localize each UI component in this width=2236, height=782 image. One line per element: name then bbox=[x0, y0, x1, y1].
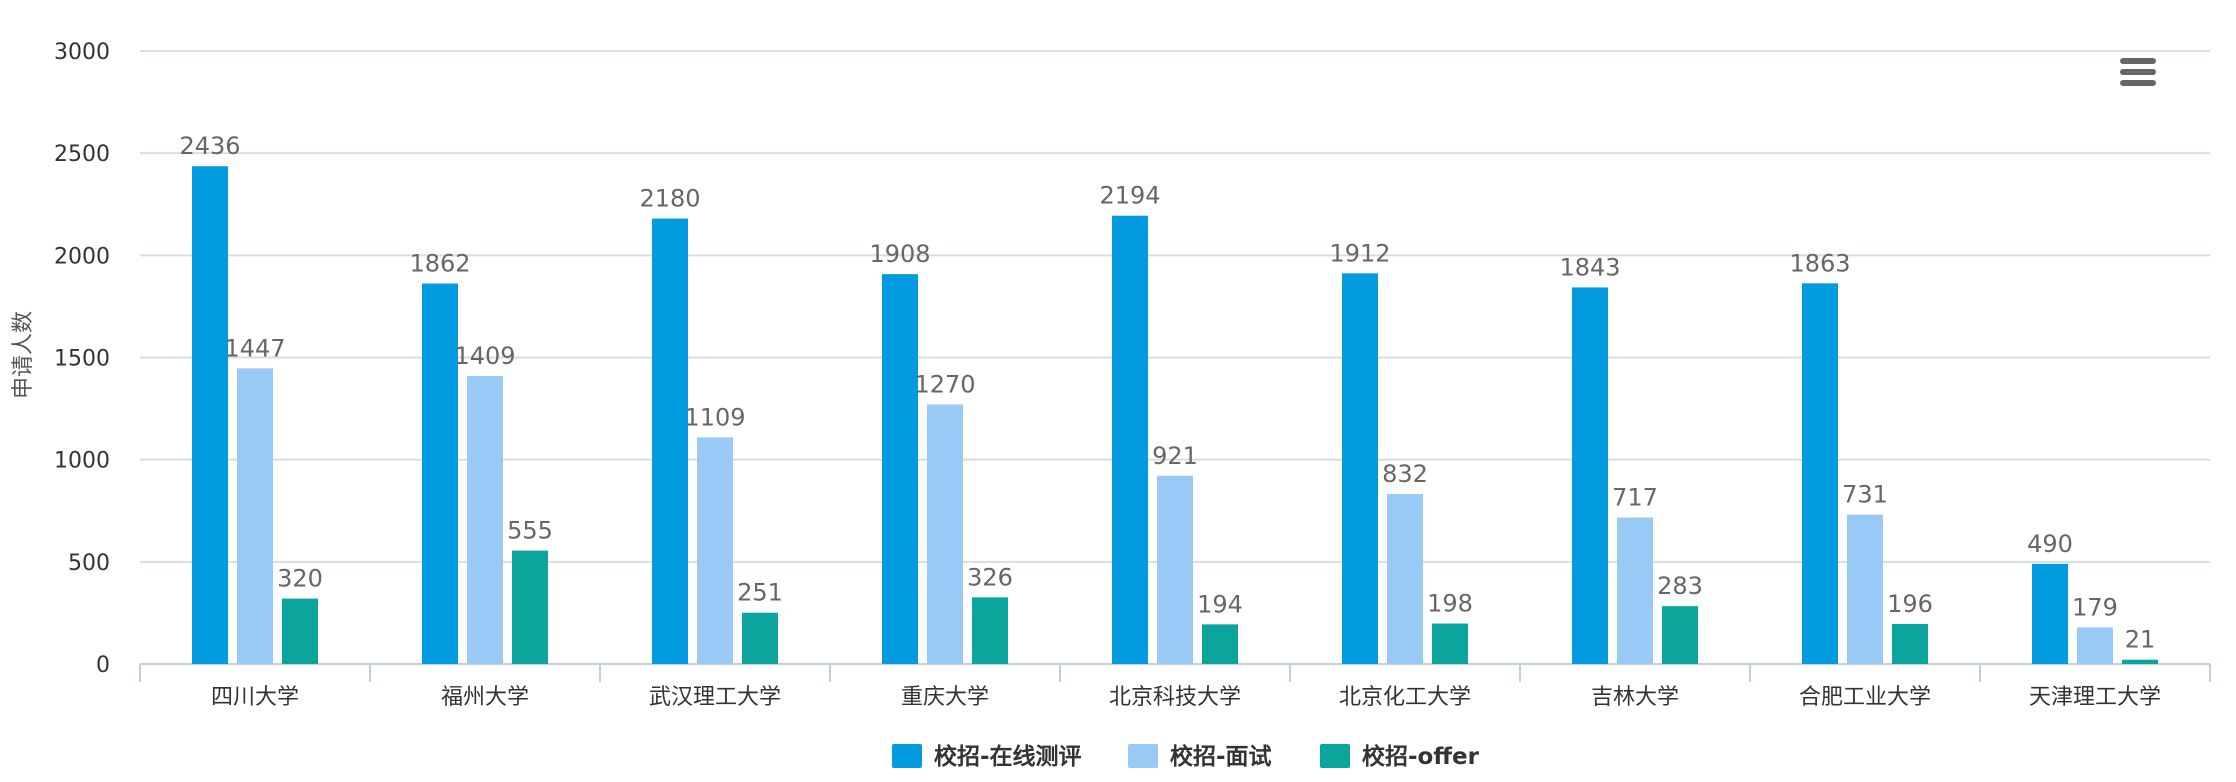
bar[interactable] bbox=[2032, 563, 2068, 664]
y-tick-label: 2500 bbox=[54, 142, 110, 167]
data-label: 832 bbox=[1382, 460, 1428, 488]
bar[interactable] bbox=[1432, 623, 1468, 664]
bar[interactable] bbox=[1892, 623, 1928, 664]
legend-label: 校招-offer bbox=[1362, 743, 1480, 770]
y-tick-label: 2000 bbox=[54, 244, 110, 269]
x-tick-label: 吉林大学 bbox=[1591, 685, 1679, 710]
data-label: 921 bbox=[1152, 442, 1198, 470]
data-label: 1843 bbox=[1559, 253, 1620, 281]
x-tick-label: 武汉理工大学 bbox=[649, 685, 781, 710]
x-axis: 四川大学 福州大学 武汉理工大学 重庆大学 北京科技大学 北京化工大学 吉林大学 合肥工业大学… bbox=[139, 663, 2211, 710]
bar[interactable] bbox=[927, 404, 963, 664]
y-axis-title: 申请人数 bbox=[11, 311, 36, 399]
y-tick-label: 500 bbox=[68, 551, 110, 576]
data-label: 2180 bbox=[639, 185, 700, 213]
legend[interactable]: 校招-在线测评 校招-面试 校招-offer bbox=[892, 743, 1480, 770]
bar[interactable] bbox=[1662, 606, 1698, 664]
data-label: 194 bbox=[1197, 590, 1243, 618]
data-label: 179 bbox=[2072, 593, 2118, 621]
legend-item[interactable]: 校招-面试 bbox=[1128, 743, 1272, 770]
bar[interactable] bbox=[467, 376, 503, 664]
data-label: 2194 bbox=[1099, 182, 1160, 210]
legend-item[interactable]: 校招-offer bbox=[1320, 743, 1480, 770]
bar[interactable] bbox=[2122, 659, 2158, 664]
bar[interactable] bbox=[1112, 215, 1148, 664]
bar[interactable] bbox=[2077, 627, 2113, 664]
x-tick-label: 四川大学 bbox=[211, 685, 299, 710]
bar[interactable] bbox=[742, 612, 778, 664]
y-axis: 0 500 1000 1500 2000 2500 3000 bbox=[54, 40, 110, 678]
bar[interactable] bbox=[1572, 287, 1608, 664]
bar[interactable] bbox=[282, 598, 318, 664]
data-label: 326 bbox=[967, 563, 1013, 591]
data-label: 251 bbox=[737, 579, 783, 607]
x-tick-label: 北京化工大学 bbox=[1339, 685, 1471, 710]
legend-item[interactable]: 校招-在线测评 bbox=[892, 743, 1082, 770]
bar[interactable] bbox=[1387, 493, 1423, 664]
bar[interactable] bbox=[1157, 475, 1193, 664]
bar[interactable] bbox=[697, 437, 733, 664]
legend-swatch bbox=[892, 744, 922, 768]
data-labels: 2436 1862 2180 1908 2194 1912 1843 1863 490 1447 1… bbox=[179, 132, 2155, 653]
data-label: 1409 bbox=[454, 342, 515, 370]
bar-series bbox=[192, 166, 2158, 664]
data-label: 1270 bbox=[914, 370, 975, 398]
x-tick-label: 合肥工业大学 bbox=[1799, 685, 1931, 710]
legend-label: 校招-面试 bbox=[1170, 743, 1272, 770]
data-label: 196 bbox=[1887, 590, 1933, 618]
x-tick-label: 福州大学 bbox=[441, 685, 529, 710]
y-tick-label: 0 bbox=[96, 653, 110, 678]
data-label: 21 bbox=[2125, 626, 2156, 654]
data-label: 555 bbox=[507, 517, 553, 545]
hamburger-menu-icon[interactable] bbox=[2118, 58, 2158, 94]
y-tick-label: 3000 bbox=[54, 40, 110, 65]
y-tick-label: 1000 bbox=[54, 449, 110, 474]
legend-swatch bbox=[1320, 744, 1350, 768]
bar[interactable] bbox=[192, 166, 228, 664]
data-label: 731 bbox=[1842, 481, 1888, 509]
bar[interactable] bbox=[237, 368, 273, 664]
x-tick-label: 重庆大学 bbox=[901, 685, 989, 710]
x-tick-label: 天津理工大学 bbox=[2029, 685, 2161, 710]
bar[interactable] bbox=[1202, 624, 1238, 664]
data-label: 717 bbox=[1612, 483, 1658, 511]
data-label: 320 bbox=[277, 565, 323, 593]
legend-label: 校招-在线测评 bbox=[934, 743, 1082, 770]
data-label: 198 bbox=[1427, 590, 1473, 618]
bar[interactable] bbox=[1617, 517, 1653, 664]
bar[interactable] bbox=[972, 597, 1008, 664]
legend-swatch bbox=[1128, 744, 1158, 768]
bar[interactable] bbox=[422, 283, 458, 664]
data-label: 1912 bbox=[1329, 239, 1390, 267]
data-label: 1862 bbox=[409, 250, 470, 278]
bar[interactable] bbox=[1342, 273, 1378, 664]
data-label: 1447 bbox=[224, 334, 285, 362]
data-label: 1908 bbox=[869, 240, 930, 268]
data-label: 1863 bbox=[1789, 249, 1850, 277]
bar[interactable] bbox=[512, 550, 548, 664]
data-label: 1109 bbox=[684, 403, 745, 431]
x-tick-label: 北京科技大学 bbox=[1109, 685, 1241, 710]
data-label: 2436 bbox=[179, 132, 240, 160]
bar[interactable] bbox=[1847, 514, 1883, 664]
bar[interactable] bbox=[1802, 283, 1838, 664]
data-label: 490 bbox=[2027, 530, 2073, 558]
data-label: 283 bbox=[1657, 572, 1703, 600]
bar[interactable] bbox=[882, 274, 918, 664]
y-tick-label: 1500 bbox=[54, 347, 110, 372]
bar[interactable] bbox=[652, 218, 688, 664]
